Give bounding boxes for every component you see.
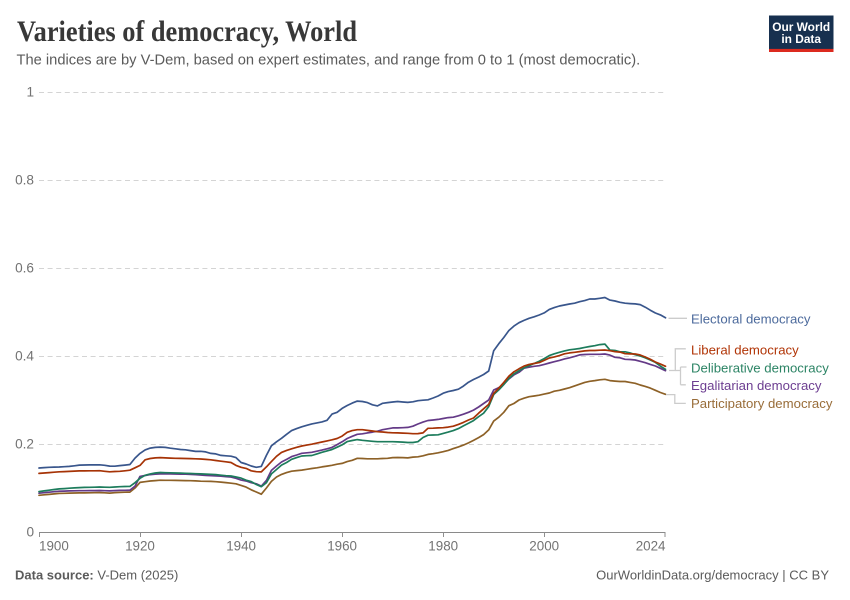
svg-text:0.4: 0.4 [15,349,34,364]
svg-text:1980: 1980 [428,538,458,553]
svg-text:Liberal democracy: Liberal democracy [691,342,799,357]
svg-text:0.8: 0.8 [15,173,34,188]
svg-text:Deliberative democracy: Deliberative democracy [691,361,829,376]
svg-text:Egalitarian democracy: Egalitarian democracy [691,378,822,393]
svg-text:1: 1 [26,85,34,100]
svg-text:1960: 1960 [327,538,357,553]
svg-text:in Data: in Data [781,32,821,46]
svg-text:Participatory democracy: Participatory democracy [691,396,833,411]
svg-text:2000: 2000 [529,538,559,553]
svg-text:1940: 1940 [226,538,256,553]
svg-text:1900: 1900 [39,538,69,553]
svg-text:1920: 1920 [125,538,155,553]
svg-text:The indices are by V-Dem, base: The indices are by V-Dem, based on exper… [17,52,641,68]
svg-text:2024: 2024 [636,538,666,553]
svg-text:0.2: 0.2 [15,437,34,452]
svg-text:Varieties of democracy, World: Varieties of democracy, World [17,15,357,48]
svg-text:OurWorldinData.org/democracy |: OurWorldinData.org/democracy | CC BY [596,568,829,583]
svg-text:Our World: Our World [772,20,830,34]
svg-text:Data source: V-Dem (2025): Data source: V-Dem (2025) [15,568,178,583]
svg-text:0: 0 [26,525,34,540]
svg-text:0.6: 0.6 [15,261,34,276]
svg-text:Electoral democracy: Electoral democracy [691,312,811,327]
